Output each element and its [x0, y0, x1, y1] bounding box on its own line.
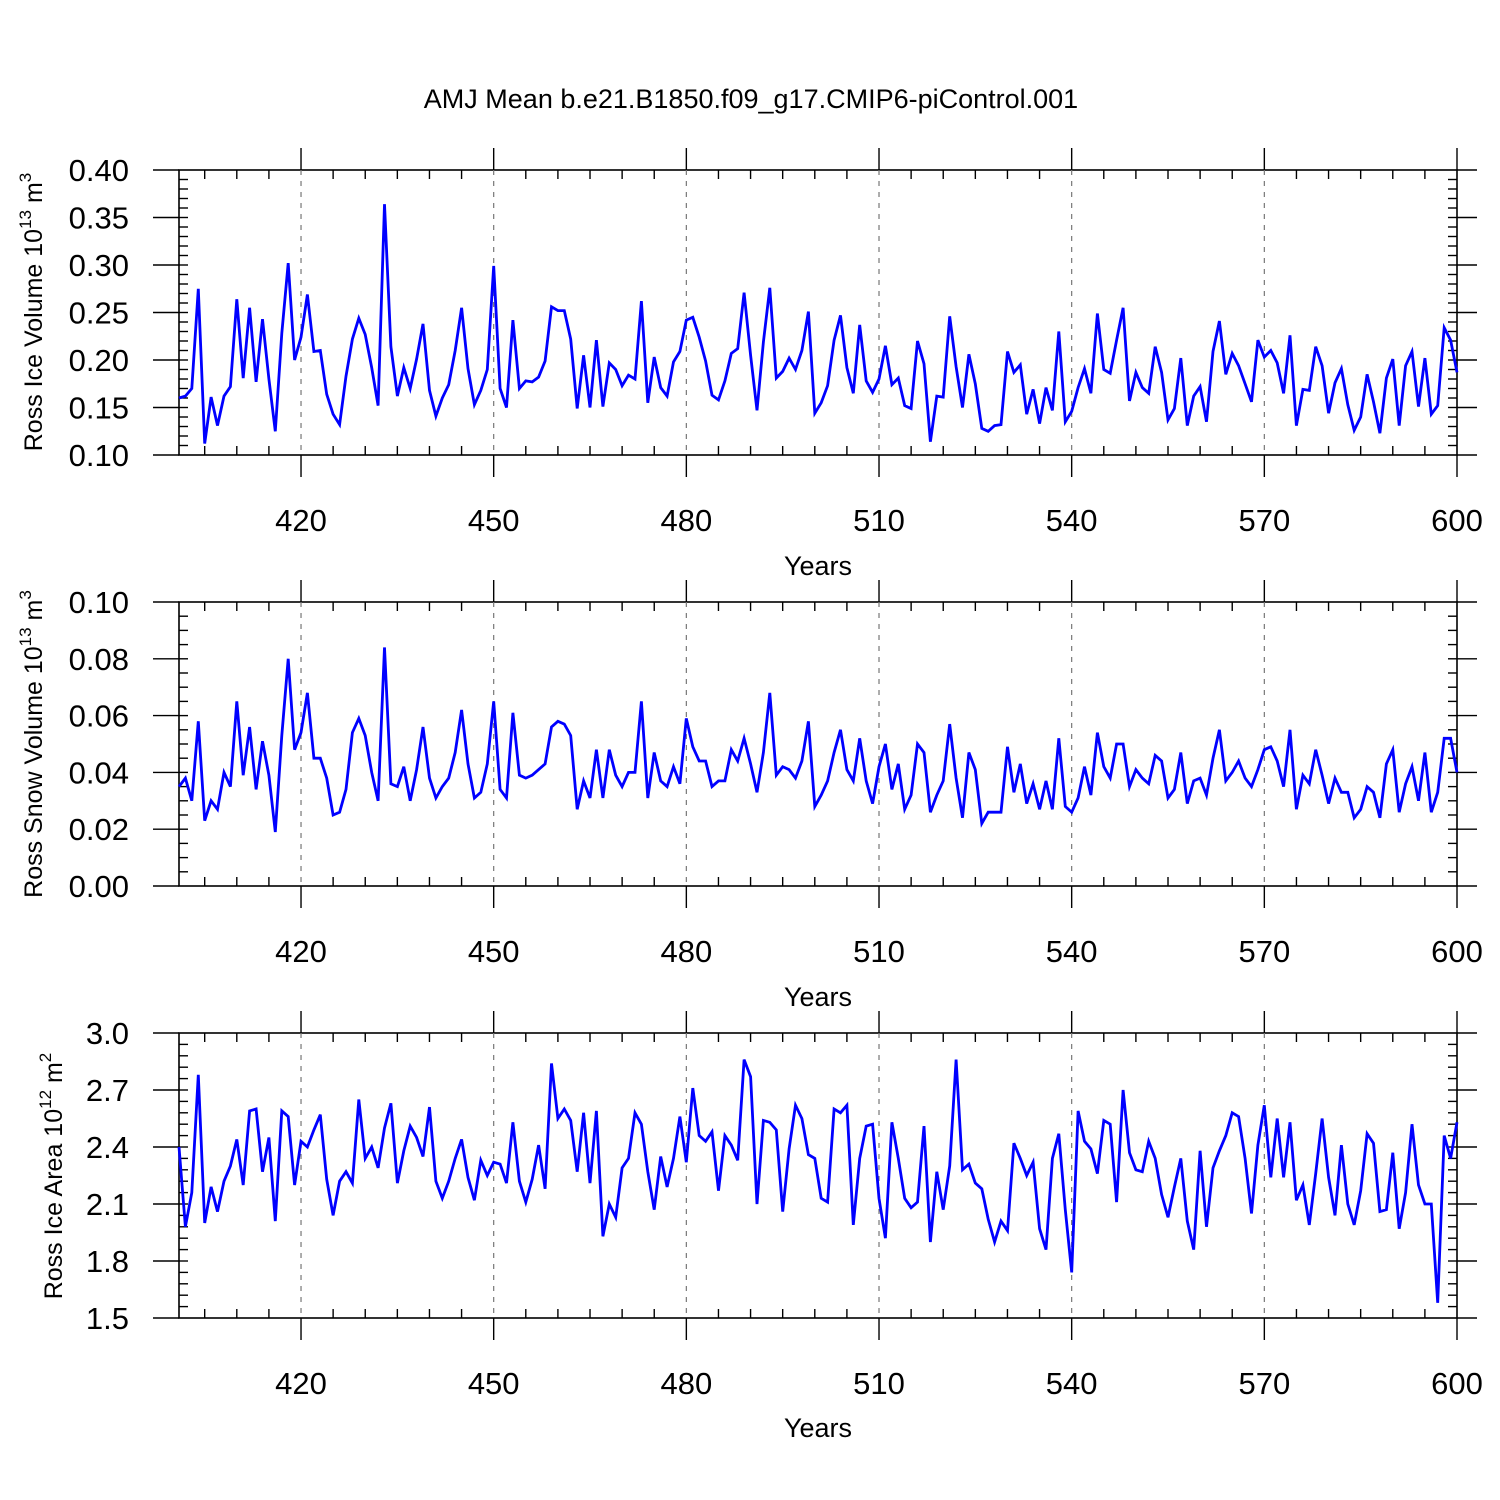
x-tick-label: 540	[1046, 934, 1098, 969]
y-axis-label-unit: m	[20, 182, 48, 210]
y-axis-label-snow-volume: Ross Snow Volume 1013 m3	[16, 590, 48, 898]
y-axis-label-unit-exponent: 2	[36, 1053, 55, 1062]
x-tick-label: 600	[1431, 503, 1483, 538]
x-tick-label: 570	[1238, 1366, 1290, 1401]
y-tick-label: 1.8	[86, 1244, 129, 1279]
x-tick-label: 480	[660, 503, 712, 538]
y-tick-label: 0.10	[69, 585, 129, 620]
marks-ice-volume: 420 450 480 510 540 570 600 0.10 0.15 0.20 0.25 0.3…	[69, 148, 1483, 538]
y-tick-label: 0.00	[69, 869, 129, 904]
y-tick-label: 0.04	[69, 755, 129, 790]
y-tick-label: 0.40	[69, 153, 129, 188]
y-axis-label-text: Ross Snow Volume 10	[20, 646, 48, 898]
y-axis-label-unit-exponent: 3	[16, 173, 35, 182]
y-axis-label-unit-exponent: 3	[16, 590, 35, 599]
x-tick-label: 480	[660, 934, 712, 969]
panel-ice-volume: 420 450 480 510 540 570 600 0.10 0.15 0.20 0.25 0.3…	[16, 148, 1483, 581]
x-axis-label-ice-volume: Years	[784, 551, 852, 581]
marks-ice-area: 420 450 480 510 540 570 600 1.5 1.8 2.1 2.4 2.7 3.0	[86, 1011, 1483, 1401]
y-tick-label: 2.1	[86, 1187, 129, 1222]
panel-snow-volume: 420 450 480 510 540 570 600 0.00 0.02 0.04 0.06 0.0…	[16, 580, 1483, 1012]
x-tick-label: 510	[853, 934, 905, 969]
x-tick-label: 420	[275, 503, 327, 538]
y-axis-label-text: Ross Ice Area 10	[40, 1109, 68, 1299]
y-tick-label: 0.35	[69, 201, 129, 236]
x-tick-label: 510	[853, 1366, 905, 1401]
plot-frame-ice-area	[178, 1032, 1458, 1319]
y-tick-label: 0.30	[69, 248, 129, 283]
marks-snow-volume: 420 450 480 510 540 570 600 0.00 0.02 0.04 0.06 0.0…	[69, 580, 1483, 969]
y-tick-label: 0.08	[69, 642, 129, 677]
series-line	[177, 647, 1459, 833]
y-axis-label-exponent: 13	[16, 627, 35, 646]
plot-frame-ice-volume	[178, 169, 1458, 456]
y-axis-label-ice-area: Ross Ice Area 1012 m2	[36, 1053, 68, 1300]
x-tick-label: 600	[1431, 934, 1483, 969]
y-tick-label: 0.02	[69, 812, 129, 847]
x-tick-label: 450	[468, 1366, 520, 1401]
y-axis-label-unit: m	[20, 600, 48, 628]
x-axis-label-ice-area: Years	[784, 1413, 852, 1443]
y-tick-label: 0.25	[69, 296, 129, 331]
x-tick-label: 420	[275, 934, 327, 969]
x-tick-label: 480	[660, 1366, 712, 1401]
y-tick-label: 0.10	[69, 438, 129, 473]
y-tick-label: 3.0	[86, 1016, 129, 1051]
x-tick-label: 510	[853, 503, 905, 538]
x-tick-label: 540	[1046, 503, 1098, 538]
series-line	[177, 1059, 1459, 1303]
y-tick-label: 2.4	[86, 1130, 129, 1165]
x-tick-label: 600	[1431, 1366, 1483, 1401]
y-axis-label-exponent: 13	[16, 210, 35, 229]
y-tick-label: 0.20	[69, 343, 129, 378]
figure-title: AMJ Mean b.e21.B1850.f09_g17.CMIP6-piCon…	[424, 84, 1078, 114]
y-tick-label: 1.5	[86, 1301, 129, 1336]
x-axis-label-snow-volume: Years	[784, 982, 852, 1012]
x-tick-label: 570	[1238, 934, 1290, 969]
y-tick-label: 0.15	[69, 391, 129, 426]
y-tick-label: 2.7	[86, 1073, 129, 1108]
y-axis-label-unit: m	[40, 1062, 68, 1090]
series-line	[178, 204, 1459, 444]
x-tick-label: 540	[1046, 1366, 1098, 1401]
x-tick-label: 450	[468, 503, 520, 538]
y-axis-label-ice-volume: Ross Ice Volume 1013 m3	[16, 173, 48, 452]
y-tick-label: 0.06	[69, 699, 129, 734]
panel-ice-area: 420 450 480 510 540 570 6001.51.82.12.42.73.0 …	[36, 1011, 1483, 1443]
y-axis-label-text: Ross Ice Volume 10	[20, 229, 48, 451]
x-tick-label: 450	[468, 934, 520, 969]
y-axis-label-exponent: 12	[36, 1090, 55, 1109]
x-tick-label: 420	[275, 1366, 327, 1401]
plot-frame-snow-volume	[178, 601, 1458, 887]
x-tick-label: 570	[1238, 503, 1290, 538]
